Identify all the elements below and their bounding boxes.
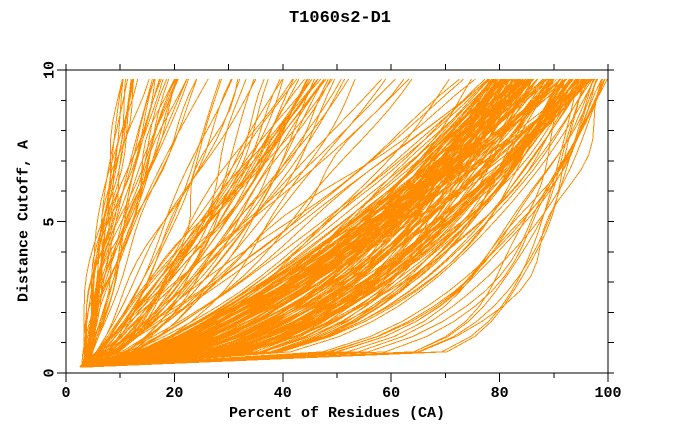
model-curve bbox=[83, 78, 549, 368]
model-curve bbox=[83, 78, 571, 368]
model-curve bbox=[86, 78, 164, 368]
model-curve bbox=[87, 78, 298, 368]
model-curve bbox=[84, 78, 495, 368]
model-curve bbox=[86, 78, 257, 368]
model-curve bbox=[84, 78, 150, 367]
model-curve bbox=[87, 78, 555, 368]
y-tick-label: 0 bbox=[41, 368, 59, 378]
model-curve bbox=[87, 78, 579, 368]
model-curve bbox=[88, 79, 134, 367]
y-axis-label: Distance Cutoff, A bbox=[15, 139, 33, 303]
model-curve bbox=[81, 78, 493, 368]
model-curve bbox=[88, 78, 596, 368]
model-curve bbox=[86, 78, 308, 368]
chart-title: T1060s2-D1 bbox=[288, 9, 392, 28]
model-curve bbox=[81, 78, 606, 368]
x-tick-label: 80 bbox=[490, 385, 509, 402]
model-curve bbox=[86, 78, 161, 367]
model-curve bbox=[83, 78, 490, 368]
model-curve bbox=[86, 78, 160, 367]
model-curve bbox=[84, 78, 533, 368]
model-curve bbox=[83, 78, 322, 368]
model-curve bbox=[82, 78, 603, 368]
model-curve bbox=[82, 78, 526, 368]
model-curve bbox=[87, 78, 586, 368]
model-curve bbox=[80, 78, 593, 368]
axes-frame bbox=[57, 64, 614, 382]
model-curve bbox=[88, 78, 551, 368]
x-axis-label: Percent of Residues (CA) bbox=[228, 405, 446, 422]
model-curve bbox=[83, 78, 486, 368]
model-curve bbox=[87, 78, 325, 368]
x-tick-label: 40 bbox=[273, 385, 292, 402]
model-curve bbox=[86, 78, 594, 368]
model-curve bbox=[88, 78, 209, 367]
model-curve bbox=[85, 78, 356, 368]
model-curve bbox=[80, 78, 521, 368]
x-tick-label: 0 bbox=[61, 385, 71, 402]
model-curve bbox=[87, 78, 566, 368]
model-curve bbox=[81, 78, 464, 368]
model-curve bbox=[82, 78, 526, 368]
y-tick-label: 5 bbox=[41, 216, 59, 227]
x-tick-label: 100 bbox=[594, 385, 622, 402]
model-curve bbox=[86, 78, 198, 368]
model-curve bbox=[84, 78, 332, 368]
model-curve bbox=[86, 78, 178, 368]
model-curve bbox=[86, 78, 512, 368]
model-curve bbox=[82, 78, 247, 368]
model-curve bbox=[88, 78, 490, 368]
model-curve bbox=[83, 78, 544, 368]
model-curve bbox=[82, 78, 311, 368]
model-curve bbox=[87, 78, 489, 368]
model-curve bbox=[82, 78, 284, 368]
model-curve bbox=[82, 78, 551, 368]
model-curve bbox=[85, 78, 313, 368]
model-curve bbox=[87, 78, 570, 368]
model-curve bbox=[88, 78, 123, 367]
y-tick-label: 10 bbox=[41, 60, 59, 80]
model-curve bbox=[84, 78, 155, 367]
model-curve bbox=[87, 78, 315, 368]
model-curve bbox=[88, 78, 584, 368]
model-curve bbox=[87, 78, 327, 368]
model-curve bbox=[90, 78, 405, 368]
model-curve bbox=[82, 78, 313, 368]
model-curve bbox=[85, 78, 530, 368]
model-curve bbox=[88, 78, 594, 368]
model-curve bbox=[90, 78, 598, 368]
model-curve bbox=[82, 78, 597, 368]
model-curve bbox=[87, 78, 504, 368]
model-curve bbox=[82, 78, 490, 368]
model-curve bbox=[86, 78, 549, 368]
model-curve bbox=[85, 78, 318, 368]
model-curve bbox=[88, 78, 223, 368]
x-tick-label: 20 bbox=[165, 385, 184, 402]
model-curve bbox=[82, 79, 124, 367]
model-curve bbox=[88, 78, 585, 368]
model-curve bbox=[83, 78, 495, 368]
x-tick-label: 60 bbox=[382, 385, 401, 402]
model-curves bbox=[79, 78, 608, 368]
model-curve bbox=[84, 78, 508, 368]
model-curve bbox=[89, 78, 505, 368]
model-curve bbox=[82, 78, 178, 367]
model-curve bbox=[85, 78, 605, 368]
